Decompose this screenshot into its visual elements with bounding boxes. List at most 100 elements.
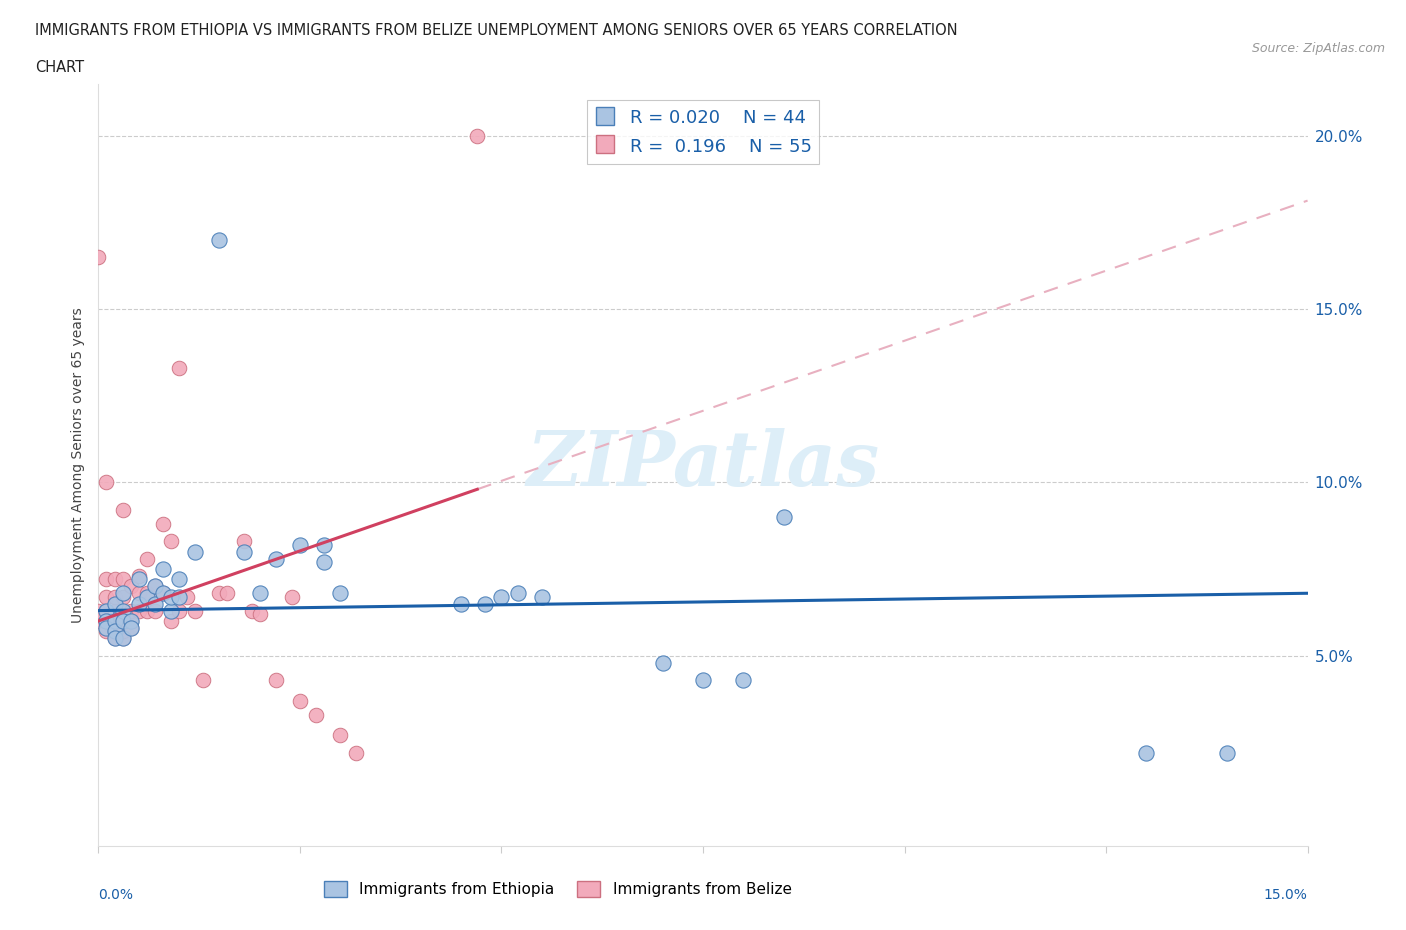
Point bbox=[103, 624, 125, 639]
Point bbox=[103, 614, 125, 629]
Point bbox=[96, 624, 118, 639]
Point bbox=[120, 578, 142, 593]
Point bbox=[111, 502, 134, 517]
Point bbox=[232, 534, 254, 549]
Point bbox=[264, 672, 287, 687]
Point bbox=[128, 596, 150, 611]
Point bbox=[96, 614, 118, 629]
Point bbox=[329, 728, 352, 743]
Point bbox=[491, 590, 513, 604]
Point bbox=[96, 572, 118, 587]
Point bbox=[692, 672, 714, 687]
Point bbox=[167, 572, 190, 587]
Point bbox=[208, 586, 231, 601]
Point bbox=[103, 620, 125, 635]
Point bbox=[167, 590, 190, 604]
Point bbox=[474, 596, 496, 611]
Point bbox=[208, 232, 231, 247]
Point bbox=[111, 614, 134, 629]
Point bbox=[465, 128, 488, 143]
Point bbox=[305, 707, 328, 722]
Point bbox=[160, 590, 183, 604]
Point bbox=[288, 538, 311, 552]
Point bbox=[530, 590, 553, 604]
Point bbox=[176, 590, 198, 604]
Point bbox=[120, 620, 142, 635]
Point bbox=[143, 604, 166, 618]
Point bbox=[152, 562, 174, 577]
Point bbox=[1216, 745, 1239, 760]
Point bbox=[249, 586, 271, 601]
Point bbox=[167, 361, 190, 376]
Point bbox=[128, 572, 150, 587]
Point bbox=[184, 544, 207, 559]
Point bbox=[160, 614, 183, 629]
Point bbox=[128, 604, 150, 618]
Point bbox=[111, 614, 134, 629]
Point bbox=[111, 604, 134, 618]
Point bbox=[120, 614, 142, 629]
Point bbox=[152, 586, 174, 601]
Point bbox=[96, 590, 118, 604]
Y-axis label: Unemployment Among Seniors over 65 years: Unemployment Among Seniors over 65 years bbox=[72, 307, 86, 623]
Text: CHART: CHART bbox=[35, 60, 84, 75]
Point bbox=[111, 572, 134, 587]
Point bbox=[96, 614, 118, 629]
Point bbox=[344, 745, 367, 760]
Point bbox=[506, 586, 529, 601]
Point bbox=[111, 586, 134, 601]
Point bbox=[135, 551, 157, 566]
Point bbox=[111, 604, 134, 618]
Point bbox=[152, 516, 174, 531]
Text: Source: ZipAtlas.com: Source: ZipAtlas.com bbox=[1251, 42, 1385, 55]
Point bbox=[143, 578, 166, 593]
Point bbox=[772, 510, 794, 525]
Point bbox=[264, 551, 287, 566]
Point bbox=[103, 631, 125, 645]
Point bbox=[103, 631, 125, 645]
Point bbox=[120, 614, 142, 629]
Point bbox=[111, 631, 134, 645]
Text: 15.0%: 15.0% bbox=[1264, 888, 1308, 902]
Point bbox=[314, 538, 336, 552]
Point bbox=[135, 590, 157, 604]
Point bbox=[184, 604, 207, 618]
Point bbox=[160, 534, 183, 549]
Point bbox=[96, 604, 118, 618]
Point bbox=[111, 590, 134, 604]
Point bbox=[120, 604, 142, 618]
Point bbox=[167, 604, 190, 618]
Point bbox=[733, 672, 755, 687]
Point bbox=[111, 631, 134, 645]
Point bbox=[87, 604, 110, 618]
Point bbox=[96, 620, 118, 635]
Point bbox=[232, 544, 254, 559]
Point bbox=[450, 596, 472, 611]
Point bbox=[96, 604, 118, 618]
Point bbox=[87, 249, 110, 264]
Point bbox=[288, 693, 311, 708]
Point bbox=[1135, 745, 1157, 760]
Point bbox=[249, 606, 271, 621]
Point bbox=[143, 596, 166, 611]
Point bbox=[281, 590, 304, 604]
Text: IMMIGRANTS FROM ETHIOPIA VS IMMIGRANTS FROM BELIZE UNEMPLOYMENT AMONG SENIORS OV: IMMIGRANTS FROM ETHIOPIA VS IMMIGRANTS F… bbox=[35, 23, 957, 38]
Point bbox=[103, 590, 125, 604]
Text: ZIPatlas: ZIPatlas bbox=[526, 428, 880, 502]
Point bbox=[135, 604, 157, 618]
Point bbox=[193, 672, 215, 687]
Point bbox=[128, 586, 150, 601]
Point bbox=[217, 586, 239, 601]
Point bbox=[87, 614, 110, 629]
Point bbox=[651, 655, 673, 670]
Point bbox=[103, 572, 125, 587]
Point bbox=[135, 586, 157, 601]
Point bbox=[103, 604, 125, 618]
Point bbox=[96, 475, 118, 490]
Point bbox=[152, 586, 174, 601]
Point bbox=[329, 586, 352, 601]
Point bbox=[240, 604, 263, 618]
Legend: R = 0.020    N = 44, R =  0.196    N = 55: R = 0.020 N = 44, R = 0.196 N = 55 bbox=[586, 100, 820, 164]
Point bbox=[103, 596, 125, 611]
Text: 0.0%: 0.0% bbox=[98, 888, 134, 902]
